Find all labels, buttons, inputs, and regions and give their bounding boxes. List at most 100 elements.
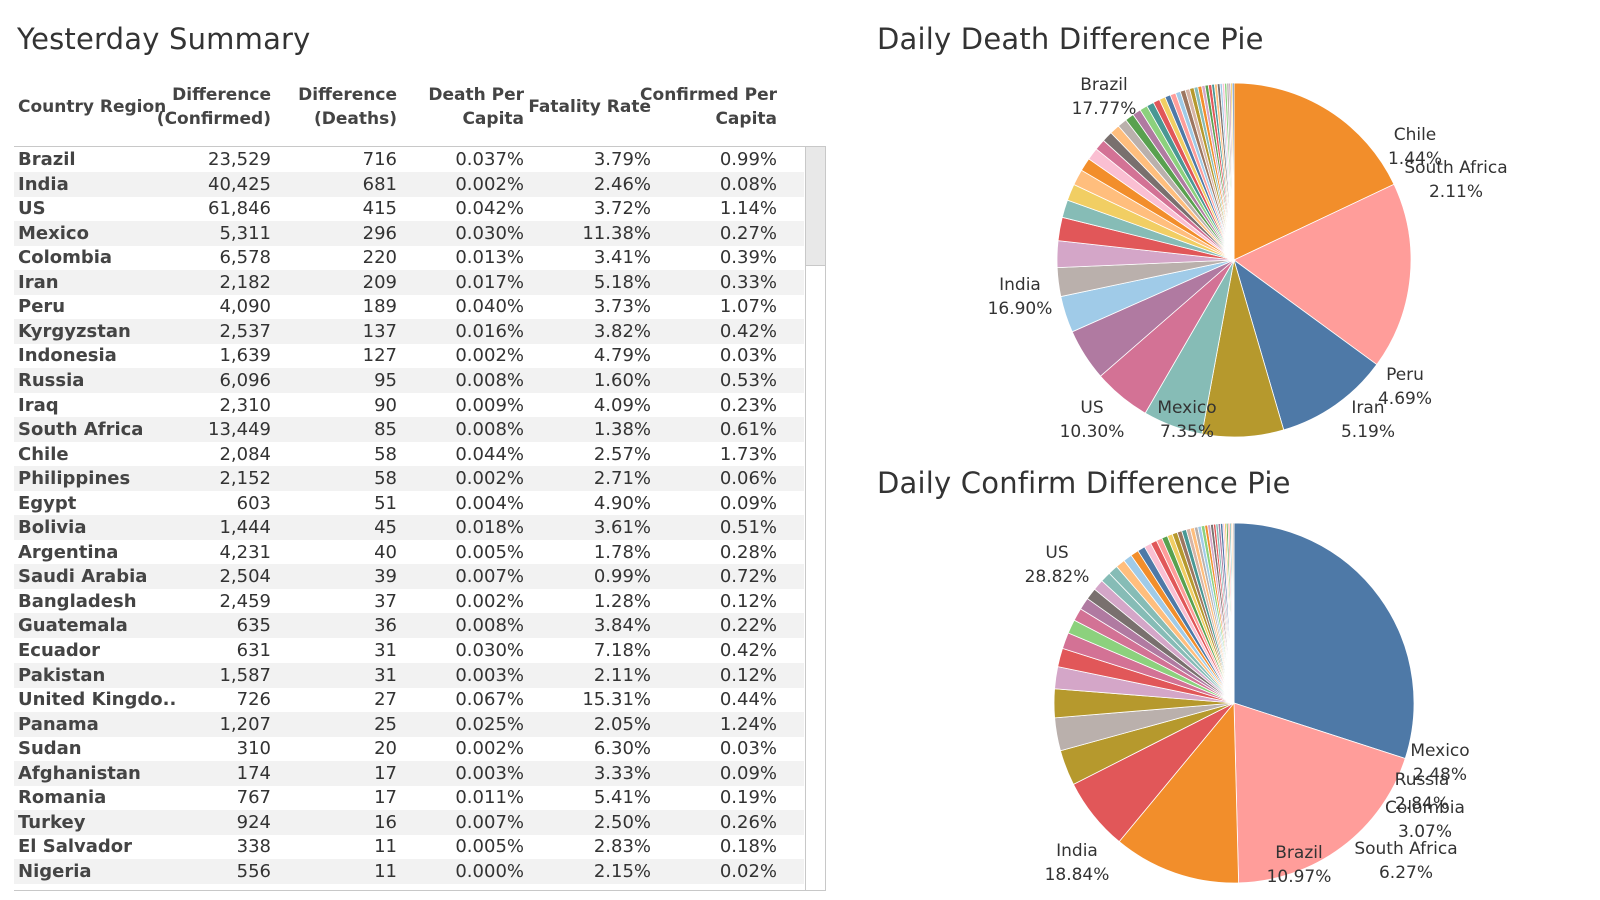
pie-label-name: South Africa xyxy=(1354,839,1457,859)
cell-country: El Salvador xyxy=(18,836,133,858)
cell-conf: 631 xyxy=(236,640,271,661)
table-row[interactable]: Argentina 4,231 40 0.005% 1.78% 0.28% xyxy=(14,540,804,565)
table-row[interactable]: Ecuador 631 31 0.030% 7.18% 0.42% xyxy=(14,638,804,663)
cell-deaths: 20 xyxy=(374,738,397,760)
table-row[interactable]: Saudi Arabia 2,504 39 0.007% 0.99% 0.72% xyxy=(14,564,804,590)
cell-conf: 5,311 xyxy=(219,222,271,244)
table-row[interactable]: El Salvador 338 11 0.005% 2.83% 0.18% xyxy=(14,834,804,859)
cell-deaths: 90 xyxy=(374,394,397,416)
table-row[interactable]: Kyrgyzstan 2,537 137 0.016% 3.82% 0.42% xyxy=(14,318,804,344)
pie-slice[interactable] xyxy=(1231,82,1235,261)
cell-deaths: 137 xyxy=(362,320,397,342)
table-row[interactable]: Afghanistan 174 17 0.003% 3.33% 0.09% xyxy=(14,760,804,786)
cell-cpc: 0.18% xyxy=(719,836,777,858)
cell-deaths: 11 xyxy=(374,836,397,858)
column-header-line: (Confirmed) xyxy=(156,109,271,129)
cell-fr: 3.73% xyxy=(593,296,651,318)
cell-fr: 7.18% xyxy=(593,640,651,661)
cell-fr: 6.30% xyxy=(593,738,651,760)
cell-country: Philippines xyxy=(18,468,131,490)
table-row[interactable]: Colombia 6,578 220 0.013% 3.41% 0.39% xyxy=(14,245,804,270)
table-row[interactable]: Turkey 924 16 0.007% 2.50% 0.26% xyxy=(14,809,804,835)
pie-slice-us[interactable] xyxy=(1233,522,1415,760)
table-row[interactable]: Mexico 5,311 296 0.030% 11.38% 0.27% xyxy=(14,220,804,246)
cell-dpc: 0.011% xyxy=(455,787,524,809)
cell-fr: 5.18% xyxy=(593,271,651,293)
table-row[interactable]: South Africa 13,449 85 0.008% 1.38% 0.61% xyxy=(14,417,804,443)
cell-fr: 3.33% xyxy=(593,762,651,784)
pie-label-name: India xyxy=(999,275,1041,295)
table-row[interactable]: Guatemala 635 36 0.008% 3.84% 0.22% xyxy=(14,613,804,639)
cell-dpc: 0.030% xyxy=(455,222,524,244)
table-row[interactable]: Nigeria 556 11 0.000% 2.15% 0.02% xyxy=(14,858,804,884)
table-row[interactable]: Peru 4,090 189 0.040% 3.73% 1.07% xyxy=(14,294,804,319)
pie-slice-us[interactable] xyxy=(1233,258,1378,431)
cell-country: Iran xyxy=(18,271,59,293)
cell-fr: 1.38% xyxy=(593,419,651,441)
column-header-line: Difference xyxy=(298,85,397,105)
pie-label-value: 3.07% xyxy=(1398,822,1452,842)
pie-slice-brazil[interactable] xyxy=(1233,82,1395,261)
table-row[interactable]: United Kingdo.. 726 27 0.067% 15.31% 0.44% xyxy=(14,687,804,712)
cell-country: Bangladesh xyxy=(18,590,137,612)
table-row[interactable]: Indonesia 1,639 127 0.002% 4.79% 0.03% xyxy=(14,343,804,368)
pie-slice-india[interactable] xyxy=(1233,702,1406,884)
cell-conf: 4,090 xyxy=(219,296,271,318)
table-row[interactable]: Russia 6,096 95 0.008% 1.60% 0.53% xyxy=(14,367,804,393)
cell-conf: 2,537 xyxy=(219,320,271,342)
cell-cpc: 1.07% xyxy=(719,296,777,318)
cell-dpc: 0.008% xyxy=(455,369,524,391)
cell-fr: 2.50% xyxy=(593,811,651,833)
cell-dpc: 0.002% xyxy=(455,590,524,612)
cell-conf: 4,231 xyxy=(219,541,271,563)
column-header-country[interactable]: Country Region xyxy=(18,95,166,119)
cell-country: Brazil xyxy=(18,149,76,170)
table-row[interactable]: Egypt 603 51 0.004% 4.90% 0.09% xyxy=(14,491,804,516)
table-row[interactable]: Bolivia 1,444 45 0.018% 3.61% 0.51% xyxy=(14,515,804,541)
table-scrollbar[interactable] xyxy=(805,147,825,890)
column-header-fr[interactable]: Fatality Rate xyxy=(528,95,651,119)
cell-dpc: 0.000% xyxy=(455,860,524,882)
table-row[interactable]: Sudan 310 20 0.002% 6.30% 0.03% xyxy=(14,736,804,761)
cell-country: Saudi Arabia xyxy=(18,566,148,588)
cell-conf: 6,578 xyxy=(219,247,271,269)
cell-fr: 11.38% xyxy=(582,222,651,244)
cell-deaths: 415 xyxy=(362,198,397,220)
table-row[interactable]: India 40,425 681 0.002% 2.46% 0.08% xyxy=(14,171,804,197)
pie-slice-brazil[interactable] xyxy=(1118,701,1240,884)
cell-deaths: 58 xyxy=(374,443,397,465)
table-row[interactable]: Pakistan 1,587 31 0.003% 2.11% 0.12% xyxy=(14,662,804,688)
table-row[interactable]: Iran 2,182 209 0.017% 5.18% 0.33% xyxy=(14,269,804,295)
cell-conf: 338 xyxy=(236,836,271,858)
cell-dpc: 0.007% xyxy=(455,811,524,833)
table-row[interactable]: Iraq 2,310 90 0.009% 4.09% 0.23% xyxy=(14,393,804,418)
pie-label-value: 18.84% xyxy=(1045,865,1110,885)
cell-deaths: 16 xyxy=(374,811,397,833)
cell-dpc: 0.044% xyxy=(455,443,524,465)
cell-cpc: 0.26% xyxy=(719,811,777,833)
table-row[interactable]: Romania 767 17 0.011% 5.41% 0.19% xyxy=(14,785,804,810)
column-header-conf[interactable]: Difference (Confirmed) xyxy=(157,83,271,131)
pie-slice-india[interactable] xyxy=(1233,183,1412,366)
cell-deaths: 95 xyxy=(374,369,397,391)
pie-slice[interactable] xyxy=(1232,522,1235,704)
table-row[interactable]: Chile 2,084 58 0.044% 2.57% 1.73% xyxy=(14,442,804,467)
cell-dpc: 0.067% xyxy=(455,689,524,711)
pie-label-name: US xyxy=(1045,543,1068,563)
table-row[interactable]: US 61,846 415 0.042% 3.72% 1.14% xyxy=(14,196,804,221)
column-header-dpc[interactable]: Death Per Capita xyxy=(428,83,524,131)
cell-country: Nigeria xyxy=(18,860,92,882)
column-header-deaths[interactable]: Difference (Deaths) xyxy=(298,83,397,131)
table-row[interactable]: Bangladesh 2,459 37 0.002% 1.28% 0.12% xyxy=(14,589,804,614)
column-header-line: Death Per xyxy=(428,85,524,105)
table-row[interactable]: Panama 1,207 25 0.025% 2.05% 1.24% xyxy=(14,711,804,737)
cell-conf: 2,152 xyxy=(219,468,271,490)
column-header-cpc[interactable]: Confirmed Per Capita xyxy=(640,83,777,131)
scrollbar-thumb[interactable] xyxy=(806,147,825,266)
summary-table-body[interactable]: Brazil 23,529 716 0.037% 3.79% 0.99% India 40,4… xyxy=(14,146,826,891)
table-row[interactable]: Brazil 23,529 716 0.037% 3.79% 0.99% xyxy=(14,147,804,172)
cell-conf: 2,504 xyxy=(219,566,271,588)
table-row[interactable]: Philippines 2,152 58 0.002% 2.71% 0.06% xyxy=(14,466,804,492)
cell-fr: 1.60% xyxy=(593,369,651,391)
